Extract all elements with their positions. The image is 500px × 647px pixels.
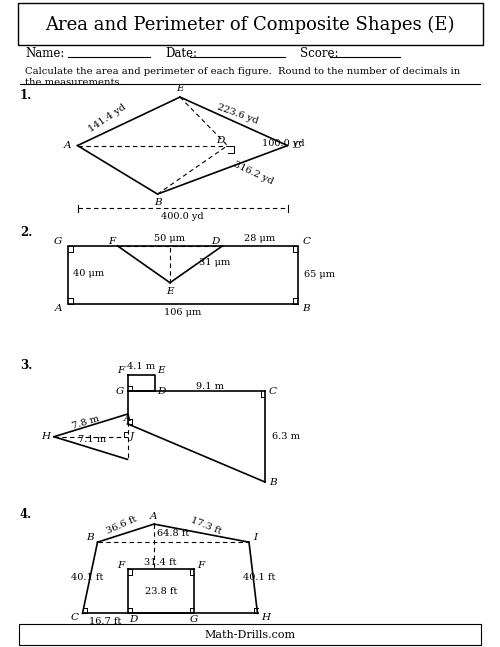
Text: 6.3 m: 6.3 m xyxy=(272,432,300,441)
Text: B: B xyxy=(154,198,162,207)
Text: Area and Perimeter of Composite Shapes (E): Area and Perimeter of Composite Shapes (… xyxy=(45,16,455,34)
Text: D: D xyxy=(212,237,220,246)
Text: 16.7 ft: 16.7 ft xyxy=(89,617,121,626)
Text: 1.: 1. xyxy=(20,89,32,102)
Text: D: D xyxy=(157,387,166,396)
Text: Name:: Name: xyxy=(25,47,64,60)
Text: 400.0 yd: 400.0 yd xyxy=(161,212,204,221)
Text: A: A xyxy=(124,414,131,423)
Text: A: A xyxy=(55,304,62,313)
Text: F: F xyxy=(117,561,124,570)
Text: H: H xyxy=(262,613,270,622)
Text: F: F xyxy=(108,237,115,246)
Text: 2.: 2. xyxy=(20,226,32,239)
Text: G: G xyxy=(116,387,124,396)
Text: 40.1 ft: 40.1 ft xyxy=(72,573,104,582)
Text: E: E xyxy=(166,287,174,296)
Text: C: C xyxy=(294,141,302,150)
Text: 7.8 m: 7.8 m xyxy=(72,414,101,431)
Text: 28 μm: 28 μm xyxy=(244,234,276,243)
Text: 106 μm: 106 μm xyxy=(164,308,201,317)
Text: F: F xyxy=(197,561,204,570)
Text: 4.1 m: 4.1 m xyxy=(127,362,156,371)
Text: F: F xyxy=(117,366,124,375)
Text: A: A xyxy=(64,141,72,150)
Text: 9.1 m: 9.1 m xyxy=(196,382,224,391)
Text: E: E xyxy=(176,84,184,93)
Text: I: I xyxy=(253,533,257,542)
Text: 31 μm: 31 μm xyxy=(199,258,230,267)
Text: 31.4 ft: 31.4 ft xyxy=(144,558,177,567)
Bar xyxy=(68,246,298,304)
Text: 17.3 ft: 17.3 ft xyxy=(190,515,224,536)
Text: D: D xyxy=(129,615,138,624)
Text: B: B xyxy=(86,533,94,542)
Text: 36.6 ft: 36.6 ft xyxy=(105,515,138,536)
Text: Date:: Date: xyxy=(165,47,197,60)
Text: G: G xyxy=(190,615,198,624)
Text: B: B xyxy=(269,477,276,487)
Text: 3.: 3. xyxy=(20,359,32,372)
Text: C: C xyxy=(269,387,277,396)
Text: B: B xyxy=(302,304,310,313)
Text: 23.8 ft: 23.8 ft xyxy=(144,587,177,596)
FancyBboxPatch shape xyxy=(19,624,481,645)
Text: C: C xyxy=(70,613,78,622)
Text: 65 μm: 65 μm xyxy=(304,270,335,280)
Text: 223.6 yd: 223.6 yd xyxy=(216,103,259,126)
FancyBboxPatch shape xyxy=(18,3,482,45)
Text: Calculate the area and perimeter of each figure.  Round to the number of decimal: Calculate the area and perimeter of each… xyxy=(25,67,460,87)
Text: J: J xyxy=(130,432,134,441)
Text: 64.8 ft: 64.8 ft xyxy=(157,529,190,538)
Text: 50 μm: 50 μm xyxy=(154,234,186,243)
Text: Math-Drills.com: Math-Drills.com xyxy=(204,630,296,640)
Text: 4.: 4. xyxy=(20,508,32,521)
Text: 40 μm: 40 μm xyxy=(74,269,104,278)
Text: 40.1 ft: 40.1 ft xyxy=(243,573,275,582)
Text: D: D xyxy=(216,136,225,145)
Text: 141.4 yd: 141.4 yd xyxy=(87,102,128,133)
Text: H: H xyxy=(41,432,50,441)
Text: Score:: Score: xyxy=(300,47,339,60)
Text: C: C xyxy=(302,237,310,246)
Text: 100.0 yd: 100.0 yd xyxy=(262,139,305,148)
Text: E: E xyxy=(157,366,164,375)
Text: 316.2 yd: 316.2 yd xyxy=(232,160,275,186)
Text: 7.1 m: 7.1 m xyxy=(78,435,106,444)
Text: G: G xyxy=(54,237,62,246)
Text: A: A xyxy=(150,512,158,521)
